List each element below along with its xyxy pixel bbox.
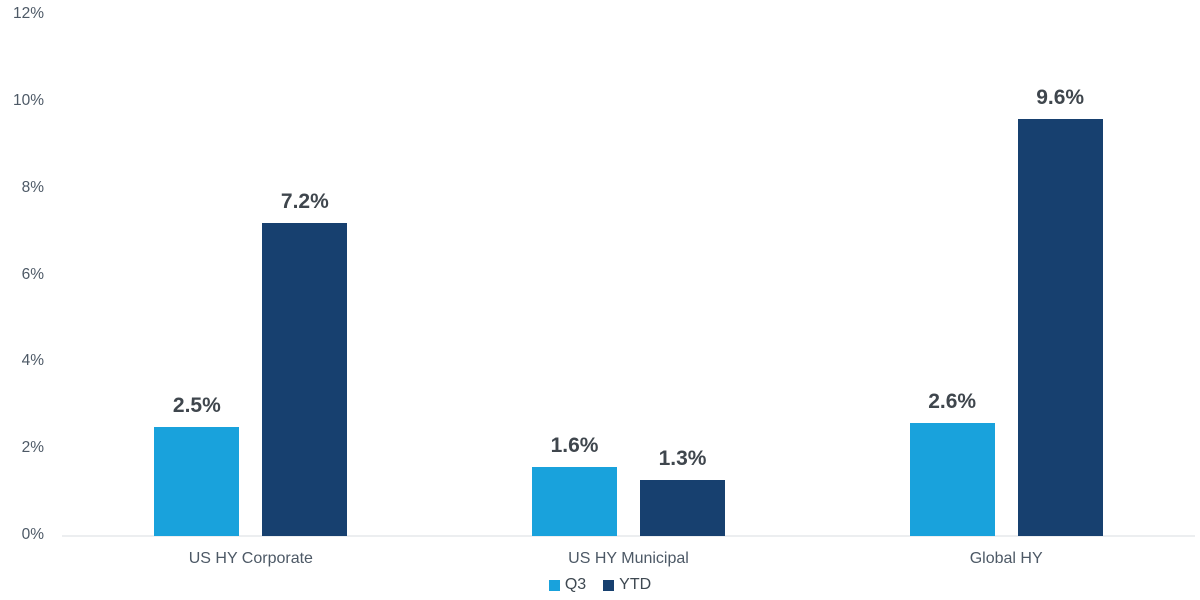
bar-value-label: 7.2% — [280, 190, 329, 214]
bar-q3-us-hy-municipal — [532, 466, 617, 536]
bar-value-label: 1.3% — [658, 446, 707, 470]
legend: Q3 YTD — [0, 576, 1200, 594]
y-tick-label: 4% — [21, 352, 44, 370]
y-tick-label: 0% — [21, 526, 44, 543]
bar-q3-global-hy — [909, 423, 995, 536]
y-tick-label: 10% — [12, 91, 44, 109]
bar-ytd-global-hy — [1017, 119, 1103, 536]
bar-value-label: 9.6% — [1036, 86, 1085, 110]
x-axis-line — [62, 535, 1195, 537]
bar-value-label: 1.6% — [550, 433, 599, 457]
y-tick-label: 2% — [21, 439, 44, 457]
y-tick-label: 12% — [12, 5, 44, 22]
bar-ytd-us-hy-municipal — [640, 479, 725, 536]
legend-label: Q3 — [564, 576, 587, 593]
legend-item-ytd: YTD — [603, 576, 651, 594]
legend-swatch-icon — [603, 579, 615, 591]
bar-q3-us-hy-corporate — [154, 427, 240, 536]
category-label-global-hy: Global HY — [969, 550, 1043, 567]
legend-swatch-icon — [548, 579, 560, 591]
y-tick-label: 6% — [21, 265, 44, 283]
bar-value-label: 2.5% — [172, 394, 221, 418]
y-tick-label: 8% — [21, 178, 44, 196]
category-label-us-hy-corporate: US HY Corporate — [188, 550, 313, 567]
category-label-us-hy-municipal: US HY Municipal — [568, 550, 689, 567]
legend-label: YTD — [619, 576, 652, 593]
bar-value-label: 2.6% — [928, 390, 977, 414]
legend-item-q3: Q3 — [548, 576, 587, 594]
bar-ytd-us-hy-corporate — [262, 223, 348, 536]
